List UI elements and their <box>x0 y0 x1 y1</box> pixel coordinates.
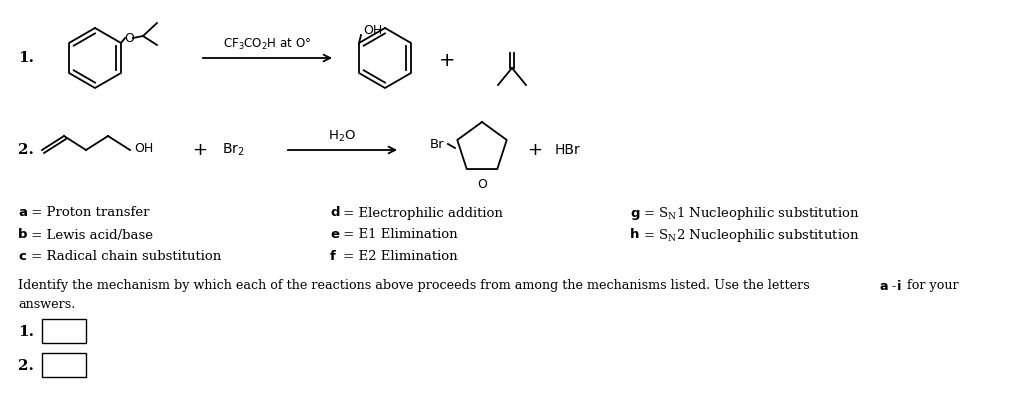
Text: 2.: 2. <box>18 359 34 373</box>
Text: +: + <box>527 141 543 159</box>
Text: = E1 Elimination: = E1 Elimination <box>339 228 458 242</box>
Text: = S$_\mathregular{N}$2 Nucleophilic substitution: = S$_\mathregular{N}$2 Nucleophilic subs… <box>639 226 859 244</box>
Text: a: a <box>18 207 27 220</box>
Bar <box>42 353 86 377</box>
Text: = E2 Elimination: = E2 Elimination <box>339 250 458 263</box>
Text: = Electrophilic addition: = Electrophilic addition <box>339 207 503 220</box>
Text: O: O <box>124 31 134 45</box>
Text: Identify the mechanism by which each of the reactions above proceeds from among : Identify the mechanism by which each of … <box>18 279 819 293</box>
Text: = Radical chain substitution: = Radical chain substitution <box>27 250 221 263</box>
Text: b: b <box>18 228 28 242</box>
Text: +: + <box>193 141 208 159</box>
Text: O: O <box>477 178 487 191</box>
Text: $\mathrm{Br_2}$: $\mathrm{Br_2}$ <box>222 142 245 158</box>
Text: +: + <box>438 51 456 70</box>
Bar <box>42 319 86 343</box>
Text: $\mathrm{CF_3CO_2H\ at\ O°}$: $\mathrm{CF_3CO_2H\ at\ O°}$ <box>223 37 311 52</box>
Text: 1.: 1. <box>18 325 34 339</box>
Text: a: a <box>880 279 889 293</box>
Text: answers.: answers. <box>18 298 76 312</box>
Text: HBr: HBr <box>555 143 581 157</box>
Text: e: e <box>330 228 339 242</box>
Text: OH: OH <box>364 25 382 37</box>
Text: g: g <box>630 207 640 220</box>
Text: 1.: 1. <box>18 51 34 65</box>
Text: for your: for your <box>903 279 958 293</box>
Text: -: - <box>888 279 900 293</box>
Text: Br: Br <box>430 137 444 150</box>
Text: f: f <box>330 250 336 263</box>
Text: 2.: 2. <box>18 143 34 157</box>
Text: h: h <box>630 228 639 242</box>
Text: d: d <box>330 207 340 220</box>
Text: OH: OH <box>134 142 154 154</box>
Text: = Proton transfer: = Proton transfer <box>27 207 150 220</box>
Text: = S$_\mathregular{N}$1 Nucleophilic substitution: = S$_\mathregular{N}$1 Nucleophilic subs… <box>639 205 859 222</box>
Text: $\mathrm{H_2O}$: $\mathrm{H_2O}$ <box>329 129 356 144</box>
Text: = Lewis acid/base: = Lewis acid/base <box>27 228 153 242</box>
Text: c: c <box>18 250 26 263</box>
Text: i: i <box>897 279 901 293</box>
